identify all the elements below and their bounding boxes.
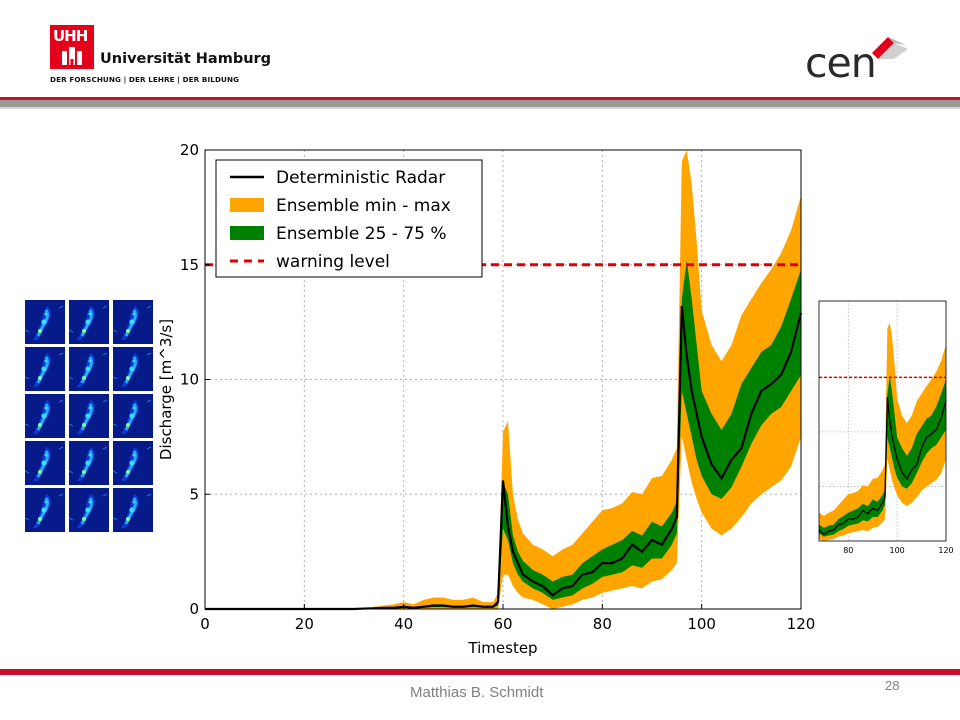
cen-logo-text: cen [805,39,877,87]
uhh-mark-text: UHH [53,27,88,45]
radar-thumbnail [113,300,153,344]
inset-min-max-band [819,322,946,541]
radar-thumbnail [69,347,109,391]
radar-thumbnail [113,394,153,438]
x-tick-label: 60 [493,615,512,633]
legend-box [215,159,483,278]
header-divider [0,97,960,109]
cen-logo: cen [800,35,920,90]
x-tick-label: 120 [787,615,816,633]
radar-thumbnail [113,347,153,391]
legend-label: Ensemble min - max [276,196,451,216]
radar-thumbnail [25,300,65,344]
legend-swatch [230,198,264,212]
university-tagline: DER FORSCHUNG | DER LEHRE | DER BILDUNG [50,75,240,84]
inset-frame [818,300,947,542]
university-name: Universität Hamburg [100,51,272,67]
x-axis-label: Timestep [467,639,537,657]
radar-thumbnail [25,441,65,485]
inset-chart: 80 100 120 [818,300,954,555]
inset-ticks: 80 100 120 [818,300,954,555]
radar-thumbnail [25,394,65,438]
legend-label: warning level [276,252,390,272]
y-tick-label: 5 [189,485,199,503]
radar-thumbnail [113,441,153,485]
x-tick-label: 40 [394,615,413,633]
page-number: 28 [885,678,900,693]
radar-thumbnail-grid [25,300,157,532]
radar-thumbnail [69,488,109,532]
inset-deterministic-line [818,396,947,536]
main-chart: 0 20 40 60 80 100 120 0 5 10 15 20 Timestep Dischar… [157,141,815,657]
x-tick-label: 20 [295,615,314,633]
y-axis-label: Discharge [m^3/s] [157,319,175,460]
radar-thumbnail [113,488,153,532]
y-tick-label: 20 [180,141,199,159]
x-tick-label: 0 [200,615,210,633]
legend-label: Ensemble 25 - 75 % [276,224,447,244]
chart-ticks: 0 20 40 60 80 100 120 0 5 10 15 20 [180,141,815,633]
inset-25-75-band [819,375,946,537]
y-tick-label: 0 [189,600,199,618]
cen-diamond-icon [872,37,908,59]
chart-legend: Deterministic Radar Ensemble min - max Ens… [215,159,483,278]
x-tick-label: 100 [687,615,716,633]
radar-thumbnail [25,488,65,532]
footer-divider [0,669,960,675]
footer-author: Matthias B. Schmidt [410,684,544,701]
radar-thumbnail [69,441,109,485]
inset-x-tick-label: 80 [843,546,853,555]
inset-x-tick-label: 100 [890,546,905,555]
radar-thumbnail [25,347,65,391]
y-tick-label: 15 [180,256,199,274]
y-tick-label: 10 [180,371,199,389]
inset-lines [818,376,947,536]
legend-label: Deterministic Radar [276,168,445,188]
radar-thumbnail [69,394,109,438]
ensemble-min-max-band [205,150,801,609]
uhh-mark-icon: UHH [50,25,94,69]
castle-icon [62,47,82,65]
legend-swatch [230,226,264,240]
radar-thumbnail [69,300,109,344]
uhh-logo: UHH Universität Hamburg DER FORSCHUNG | … [50,25,271,87]
x-tick-label: 80 [593,615,612,633]
chart-bands [205,150,801,609]
inset-bands [819,322,946,541]
inset-x-tick-label: 120 [938,546,953,555]
